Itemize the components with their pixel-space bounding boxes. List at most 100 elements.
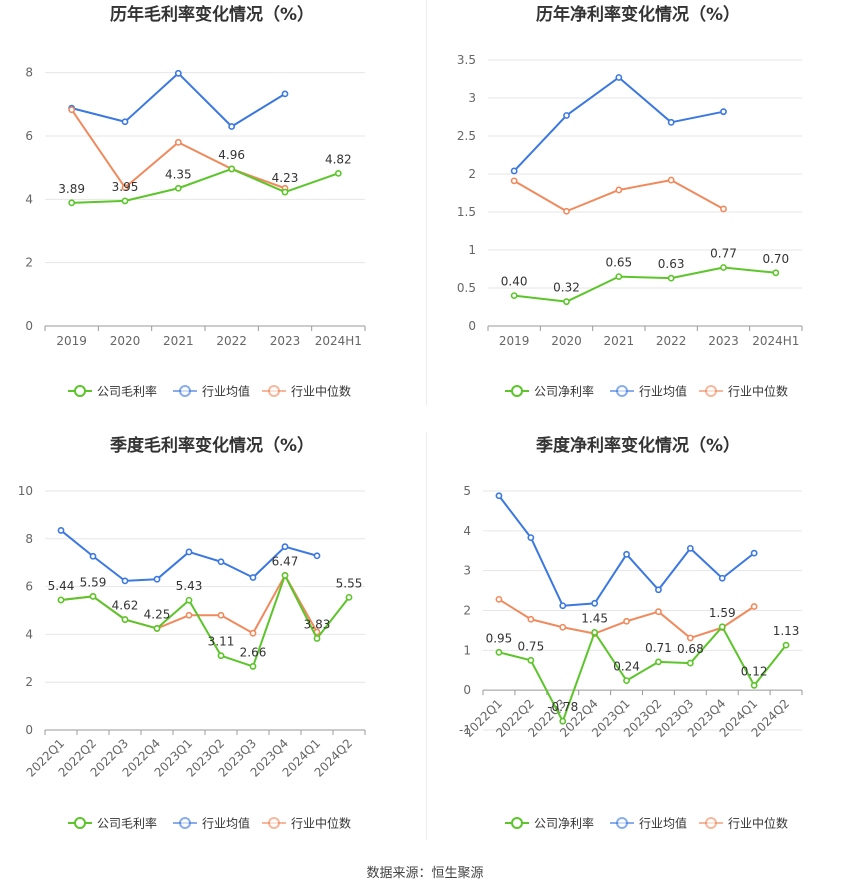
data-point [174,69,182,77]
y-tick-label: -1 [459,723,471,737]
data-point [591,629,599,636]
data-point [217,611,225,619]
data-label: 4.96 [218,148,245,162]
legend-label: 公司净利率 [534,384,594,399]
data-point [686,659,694,667]
x-tick-label: 2020 [551,334,582,348]
x-tick-label: 2023 [270,334,301,348]
data-label: 4.82 [325,152,352,166]
data-point [527,534,535,542]
data-point [559,717,567,725]
panel-divider-top [426,0,427,405]
series-line-2 [71,72,286,128]
data-label: 5.55 [336,576,363,590]
legend: 公司毛利率 行业均值 行业中位数 [68,816,351,831]
legend-label: 公司毛利率 [97,384,157,399]
data-point [249,629,257,637]
y-tick-label: 2 [25,256,33,270]
data-point [313,552,321,560]
data-point [623,677,630,685]
data-point [655,658,662,666]
data-point [174,138,182,146]
legend-swatch-marker [74,385,86,397]
data-point [718,574,726,582]
legend-item-3: 行业中位数 [699,384,788,399]
legend-swatch-marker [511,385,523,397]
data-point [667,274,675,282]
legend-item-1: 公司净利率 [505,816,594,831]
data-point [591,599,599,607]
legend-item-1: 公司毛利率 [68,384,157,399]
y-tick-label: 1 [463,643,471,657]
data-label: 0.71 [645,641,672,655]
legend-swatch-marker [179,385,191,397]
legend-swatch-marker [179,817,191,829]
x-tick-label: 2023 [708,334,739,348]
data-point [750,681,758,689]
y-tick-label: 3 [463,564,471,578]
y-tick-label: 4 [25,192,33,206]
y-tick-label: 0 [463,683,471,697]
x-tick-label: 2024H1 [752,334,799,348]
y-tick-label: 0 [25,723,33,737]
y-tick-label: 0 [468,319,476,333]
data-label: 1.13 [773,624,800,638]
x-tick-label: 2024H1 [315,334,362,348]
data-point [68,199,76,207]
data-label: 0.63 [658,257,685,271]
data-label: 5.43 [176,579,203,593]
x-tick-label: 2021 [604,334,635,348]
legend-label: 行业均值 [202,384,250,399]
legend-label: 行业均值 [639,384,687,399]
x-tick-label: 2020 [110,334,141,348]
y-tick-label: 4 [25,627,33,641]
x-tick-label: 2022 [656,334,687,348]
data-point [623,550,630,558]
legend: 公司净利率 行业均值 行业中位数 [505,816,788,831]
data-point [334,169,342,177]
legend-swatch-marker [268,817,280,829]
data-point [174,184,182,192]
y-tick-label: 6 [25,129,33,143]
data-point [68,106,76,114]
legend-item-2: 行业均值 [173,384,250,399]
data-label: 3.95 [112,180,139,194]
legend: 公司净利率 行业均值 行业中位数 [505,384,788,399]
data-label: 0.12 [741,664,768,678]
x-tick-label: 2021 [163,334,194,348]
series-line-1 [498,625,787,723]
data-point [559,602,567,610]
chart-panel-4: 季度净利率变化情况（%）-10123452022Q12022Q22022Q320… [459,435,803,831]
data-point [563,207,570,215]
data-point [527,656,535,664]
y-tick-label: 2.5 [457,129,476,143]
chart-title: 季度毛利率变化情况（%） [110,435,314,456]
data-point [185,611,193,619]
data-label: 3.11 [208,635,235,649]
data-label: 5.44 [48,579,75,593]
data-point [89,592,97,600]
data-point [782,641,790,649]
data-point [667,176,675,184]
y-tick-label: 1 [468,243,476,257]
legend-label: 行业中位数 [291,816,351,831]
legend-swatch-marker [705,817,717,829]
panel-divider-bottom [426,432,427,840]
y-tick-label: 3 [468,91,476,105]
data-point [686,634,694,642]
data-point [667,118,675,126]
data-point [185,548,193,556]
data-point [153,625,161,632]
data-label: 4.62 [112,599,139,613]
series-line-1 [514,266,776,303]
data-label: 3.89 [58,182,85,196]
data-point [563,112,570,119]
legend-item-2: 行业均值 [610,816,687,831]
legend-label: 行业中位数 [728,816,788,831]
data-point [720,108,727,116]
data-point [249,663,257,670]
series-line-3 [513,179,724,213]
legend-label: 公司净利率 [534,816,594,831]
legend-item-2: 行业均值 [173,816,250,831]
y-tick-label: 5 [463,484,471,498]
